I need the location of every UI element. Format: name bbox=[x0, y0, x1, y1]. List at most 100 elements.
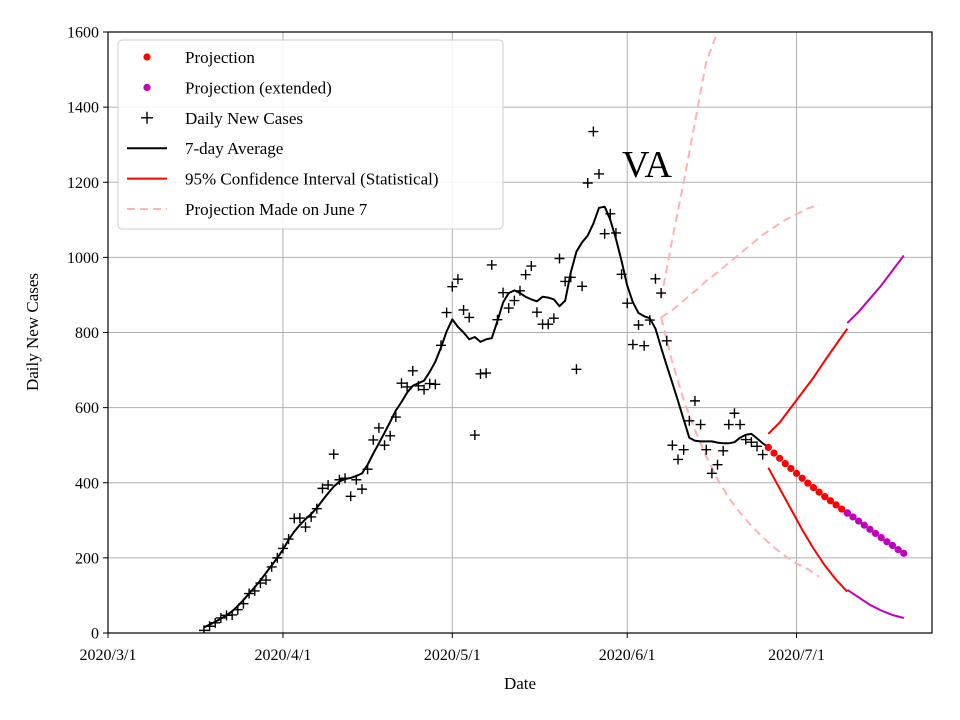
projection-point bbox=[764, 443, 772, 452]
legend-box bbox=[117, 39, 504, 230]
projection-extended-point bbox=[849, 513, 857, 521]
daily-case-point bbox=[723, 419, 734, 430]
daily-case-point bbox=[543, 319, 554, 330]
daily-case-point bbox=[261, 575, 272, 586]
daily-case-point bbox=[526, 261, 537, 272]
x-tick-label: 2020/7/1 bbox=[768, 647, 825, 664]
y-axis-label: Daily New Cases bbox=[23, 273, 42, 391]
daily-case-point bbox=[379, 440, 390, 451]
projection-point bbox=[776, 454, 784, 462]
y-tick-label: 200 bbox=[75, 550, 99, 567]
daily-case-point bbox=[689, 395, 700, 406]
projection-extended-point bbox=[843, 509, 851, 517]
daily-case-point bbox=[498, 287, 509, 298]
daily-case-point bbox=[340, 473, 351, 484]
daily-case-point bbox=[351, 474, 362, 485]
legend-entry-avg: 7-day Average bbox=[127, 139, 283, 158]
projection-point bbox=[826, 497, 835, 505]
daily-case-point bbox=[712, 459, 723, 470]
daily-case-point bbox=[430, 379, 441, 390]
daily-case-point bbox=[577, 281, 588, 292]
daily-case-point bbox=[627, 339, 638, 350]
daily-case-point bbox=[588, 126, 599, 137]
data-layer bbox=[198, 32, 908, 633]
daily-case-point bbox=[650, 273, 661, 284]
daily-case-point bbox=[232, 604, 243, 615]
ci-lower-line bbox=[767, 467, 849, 593]
ticks: 2020/3/1 2020/4/1 2020/5/1 2020/6/1 2020/7/1… bbox=[67, 25, 825, 665]
y-tick-label: 600 bbox=[75, 400, 99, 417]
y-tick-label: 800 bbox=[75, 325, 99, 342]
legend-label: Projection (extended) bbox=[185, 78, 332, 97]
daily-case-point bbox=[317, 483, 328, 494]
y-tick-label: 1000 bbox=[67, 250, 99, 267]
daily-case-point bbox=[458, 304, 469, 315]
projection-extended-point bbox=[866, 525, 874, 533]
legend-entry-proj: Projection bbox=[143, 48, 255, 67]
daily-case-point bbox=[633, 319, 644, 330]
projection-point bbox=[770, 449, 778, 457]
daily-case-point bbox=[469, 430, 480, 441]
daily-case-point bbox=[757, 449, 768, 460]
june7-projection-upper bbox=[660, 32, 719, 299]
legend-label: Projection bbox=[185, 48, 255, 67]
x-tick-label: 2020/5/1 bbox=[424, 647, 481, 664]
y-tick-label: 1200 bbox=[67, 175, 99, 192]
daily-case-point bbox=[362, 464, 373, 475]
x-tick-label: 2020/4/1 bbox=[255, 647, 312, 664]
projection-point bbox=[815, 488, 823, 496]
daily-case-point bbox=[684, 415, 695, 426]
daily-case-point bbox=[323, 480, 334, 491]
daily-case-point bbox=[452, 274, 463, 285]
daily-case-point bbox=[515, 285, 525, 296]
daily-case-point bbox=[345, 491, 356, 502]
projection-extended-point bbox=[855, 517, 863, 525]
june7-projection-mid bbox=[660, 203, 820, 319]
daily-case-point bbox=[639, 340, 650, 351]
daily-case-point bbox=[695, 419, 706, 430]
y-tick-label: 400 bbox=[75, 475, 99, 492]
x-tick-label: 2020/6/1 bbox=[599, 647, 656, 664]
legend-marker bbox=[141, 111, 153, 124]
legend-entry-daily: Daily New Cases bbox=[141, 109, 303, 128]
daily-case-point bbox=[385, 430, 396, 441]
daily-case-point bbox=[729, 408, 740, 419]
legend-label: Projection Made on June 7 bbox=[185, 200, 368, 219]
daily-case-point bbox=[594, 168, 605, 179]
daily-case-point bbox=[368, 434, 379, 445]
legend: Projection Projection (extended) Daily New… bbox=[117, 39, 504, 230]
daily-case-point bbox=[413, 380, 424, 391]
daily-case-point bbox=[520, 269, 531, 280]
y-tick-label: 0 bbox=[91, 626, 99, 643]
legend-label: 7-day Average bbox=[185, 139, 283, 158]
legend-label: 95% Confidence Interval (Statistical) bbox=[185, 170, 439, 189]
projection-point bbox=[798, 474, 806, 482]
daily-case-point bbox=[616, 269, 627, 280]
daily-case-point bbox=[396, 378, 407, 389]
legend-entry-june7: Projection Made on June 7 bbox=[127, 200, 368, 219]
daily-case-point bbox=[334, 474, 345, 485]
daily-case-point bbox=[735, 419, 746, 430]
daily-case-point bbox=[227, 609, 238, 620]
legend-entry-ci: 95% Confidence Interval (Statistical) bbox=[127, 170, 439, 189]
daily-case-point bbox=[661, 335, 672, 346]
daily-case-point bbox=[419, 384, 430, 395]
daily-case-point bbox=[300, 522, 311, 533]
projection-point bbox=[821, 493, 829, 501]
y-tick-label: 1400 bbox=[67, 100, 99, 117]
projection-extended-point bbox=[871, 529, 880, 538]
daily-case-point bbox=[509, 295, 520, 306]
projection-extended-point bbox=[900, 549, 908, 557]
daily-case-point bbox=[328, 449, 339, 460]
daily-case-point bbox=[582, 178, 593, 189]
daily-case-point bbox=[402, 381, 413, 392]
x-tick-label: 2020/3/1 bbox=[80, 647, 137, 664]
projection-point bbox=[787, 464, 795, 473]
daily-case-point bbox=[644, 315, 655, 326]
daily-case-point bbox=[306, 511, 317, 522]
projection-extended-point bbox=[860, 521, 868, 529]
daily-case-point bbox=[656, 288, 667, 299]
daily-case-point bbox=[752, 441, 763, 452]
daily-case-point bbox=[599, 228, 610, 239]
